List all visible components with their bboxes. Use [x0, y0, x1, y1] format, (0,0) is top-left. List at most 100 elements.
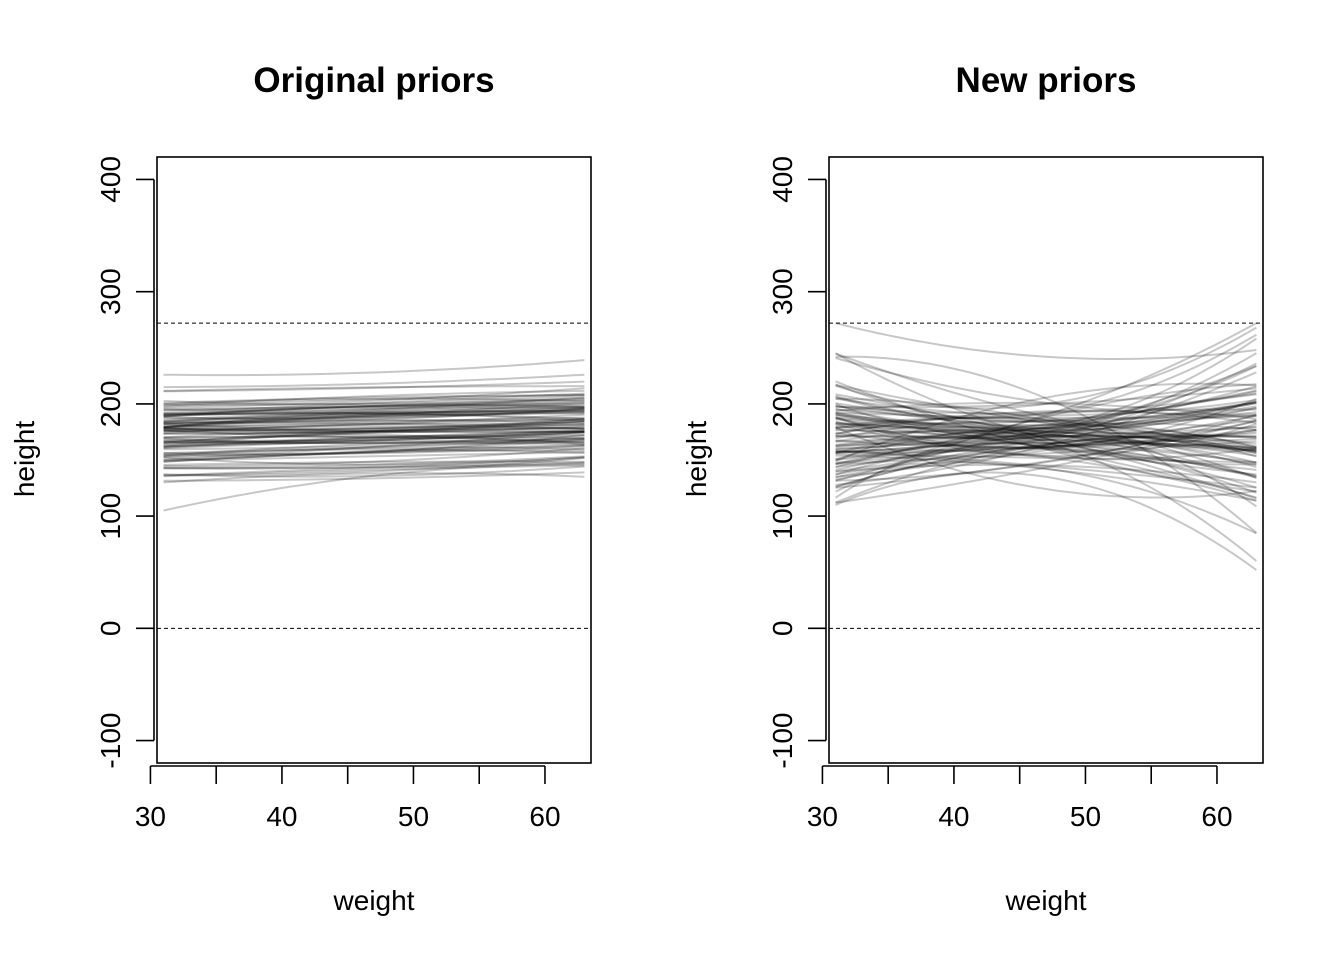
series-line: [835, 424, 1257, 461]
chart-title: New priors: [956, 61, 1137, 100]
series-line: [835, 416, 1257, 448]
y-tick-label: 400: [95, 156, 126, 203]
series-line: [163, 406, 585, 411]
plot-area: [829, 322, 1263, 629]
series-line: [835, 405, 1257, 438]
series-line: [163, 435, 585, 440]
series-line: [163, 396, 585, 417]
series-line: [835, 420, 1257, 458]
series-line: [835, 441, 1257, 466]
series-line: [835, 401, 1257, 448]
series-curves: [163, 359, 585, 512]
series-line: [835, 401, 1257, 450]
y-tick-label: 200: [767, 381, 798, 428]
series-line: [163, 448, 585, 455]
series-line: [163, 472, 585, 484]
series-line: [163, 432, 585, 445]
series-line: [163, 430, 585, 443]
x-tick-label: 50: [398, 801, 429, 832]
series-line: [835, 416, 1257, 455]
x-tick-label: 30: [135, 801, 166, 832]
series-line: [163, 451, 585, 462]
series-line: [163, 408, 585, 425]
series-line: [163, 393, 585, 408]
series-line: [163, 418, 585, 431]
series-line: [163, 407, 585, 416]
series-line: [835, 422, 1257, 454]
series-line: [835, 384, 1257, 452]
series-line: [835, 416, 1257, 457]
series-line: [163, 444, 585, 462]
series-line: [163, 437, 585, 457]
series-line: [835, 409, 1257, 436]
series-line: [835, 453, 1257, 464]
series-line: [835, 322, 1257, 360]
y-tick-label: -100: [95, 713, 126, 769]
series-line: [163, 403, 585, 418]
series-line: [163, 400, 585, 412]
series-line: [835, 333, 1257, 420]
series-line: [163, 387, 585, 409]
x-tick-label: 60: [1201, 801, 1232, 832]
series-line: [835, 408, 1257, 478]
series-line: [835, 434, 1257, 454]
series-line: [163, 461, 585, 477]
series-line: [163, 434, 585, 448]
y-tick-label: 100: [95, 493, 126, 540]
series-line: [835, 447, 1257, 479]
series-line: [163, 411, 585, 420]
series-line: [835, 429, 1257, 452]
series-line: [835, 337, 1257, 433]
series-line: [163, 427, 585, 433]
series-line: [163, 406, 585, 416]
y-tick-label: 300: [767, 268, 798, 315]
series-line: [163, 396, 585, 406]
series-line: [835, 419, 1257, 504]
series-line: [835, 400, 1257, 435]
series-line: [835, 352, 1257, 466]
series-line: [163, 440, 585, 458]
series-line: [835, 431, 1257, 447]
y-tick-label: 0: [95, 621, 126, 637]
y-axis-label: height: [9, 421, 40, 498]
series-line: [835, 401, 1257, 427]
series-line: [163, 455, 585, 470]
series-line: [163, 412, 585, 429]
series-line: [163, 389, 585, 407]
series-line: [163, 420, 585, 433]
series-line: [163, 444, 585, 463]
series-line: [835, 322, 1257, 461]
series-line: [835, 429, 1257, 508]
series-line: [163, 422, 585, 434]
series-line: [835, 402, 1257, 422]
series-line: [163, 431, 585, 461]
series-line: [835, 434, 1257, 488]
series-line: [835, 414, 1257, 429]
series-line: [835, 436, 1257, 494]
series-line: [163, 419, 585, 428]
series-line: [163, 446, 585, 457]
series-line: [835, 425, 1257, 481]
series-line: [835, 401, 1257, 420]
series-line: [835, 434, 1257, 465]
series-line: [163, 413, 585, 433]
series-line: [163, 464, 585, 478]
y-tick-label: 100: [767, 493, 798, 540]
series-line: [163, 456, 585, 470]
series-line: [835, 365, 1257, 423]
series-line: [835, 380, 1257, 493]
series-line: [163, 425, 585, 434]
series-line: [163, 431, 585, 444]
x-tick-label: 40: [266, 801, 297, 832]
series-line: [163, 392, 585, 414]
series-line: [163, 412, 585, 422]
series-line: [163, 422, 585, 430]
chart-title: Original priors: [253, 61, 494, 100]
series-line: [835, 461, 1257, 535]
series-line: [835, 429, 1257, 453]
series-line: [163, 420, 585, 432]
series-line: [163, 462, 585, 469]
series-line: [835, 463, 1257, 484]
series-line: [835, 422, 1257, 477]
series-line: [163, 437, 585, 445]
